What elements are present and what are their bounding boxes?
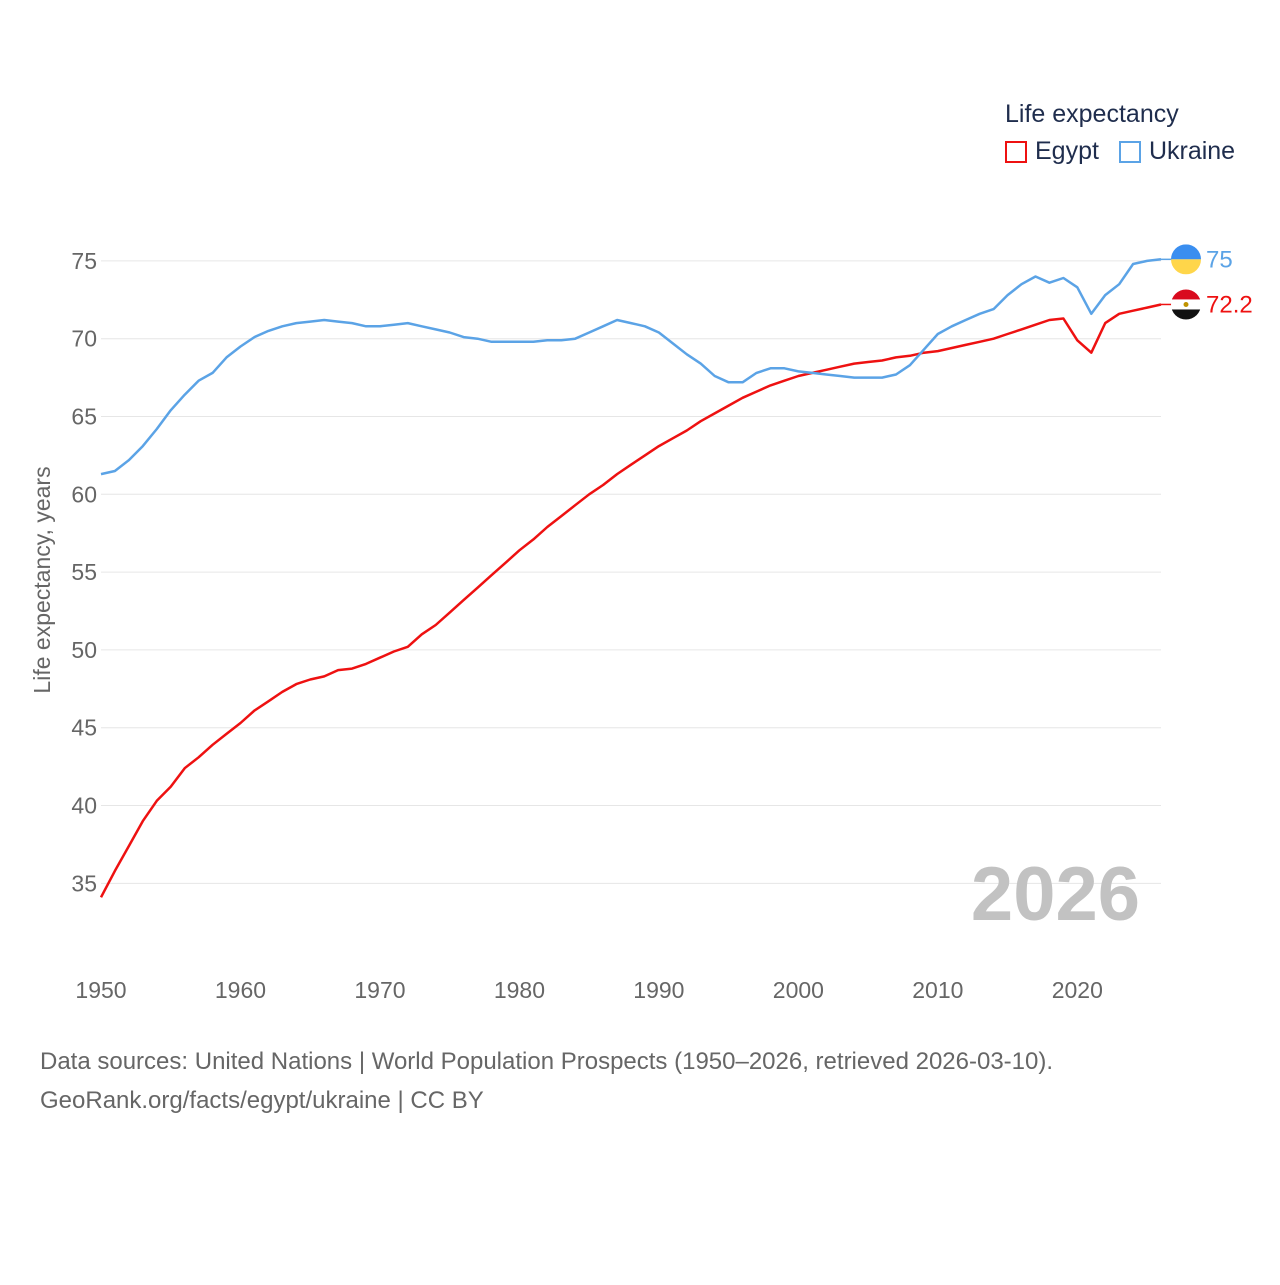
series bbox=[99, 258, 1162, 898]
end-value-label-egypt: 72.2 bbox=[1206, 291, 1253, 318]
x-tick-label: 1970 bbox=[354, 977, 405, 1003]
series-line-ukraine[interactable] bbox=[100, 258, 1162, 476]
end-value-label-ukraine: 75 bbox=[1206, 246, 1233, 273]
x-tick-label: 1950 bbox=[75, 977, 126, 1003]
current-year-watermark: 2026 bbox=[971, 852, 1140, 937]
y-tick-label: 55 bbox=[71, 559, 97, 585]
axes: 35 40 45 50 55 60 65 70 75 1950 1960 1970 1980 1990 20… bbox=[71, 248, 1102, 1003]
legend-item-egypt[interactable]: Egypt bbox=[1005, 137, 1099, 166]
y-tick-label: 75 bbox=[71, 248, 97, 274]
egypt-flag-icon bbox=[1171, 289, 1201, 320]
x-tick-label: 1980 bbox=[494, 977, 545, 1003]
y-tick-label: 50 bbox=[71, 637, 97, 663]
x-tick-label: 1990 bbox=[633, 977, 684, 1003]
legend: Life expectancy Egypt Ukraine bbox=[1005, 100, 1255, 166]
ukraine-flag-icon bbox=[1171, 244, 1201, 275]
x-tick-label: 2010 bbox=[912, 977, 963, 1003]
gridlines bbox=[101, 260, 1161, 884]
source-note: Data sources: United Nations | World Pop… bbox=[40, 1042, 1053, 1120]
legend-swatch-ukraine bbox=[1118, 140, 1141, 163]
y-tick-label: 45 bbox=[71, 715, 97, 741]
y-tick-label: 70 bbox=[71, 326, 97, 352]
y-tick-label: 35 bbox=[71, 870, 97, 896]
legend-title: Life expectancy bbox=[1005, 100, 1179, 128]
attribution-line[interactable]: GeoRank.org/facts/egypt/ukraine | CC BY bbox=[40, 1087, 484, 1114]
x-tick-label: 1960 bbox=[215, 977, 266, 1003]
legend-label-ukraine: Ukraine bbox=[1148, 137, 1236, 165]
y-tick-label: 65 bbox=[71, 404, 97, 430]
endpoints: 72.2 75 bbox=[1161, 244, 1253, 320]
series-line-egypt[interactable] bbox=[99, 303, 1162, 898]
y-tick-label: 40 bbox=[71, 793, 97, 819]
y-axis-label: Life expectancy, years bbox=[29, 466, 55, 693]
legend-item-ukraine[interactable]: Ukraine bbox=[1118, 137, 1236, 166]
y-tick-label: 60 bbox=[71, 481, 97, 507]
legend-label-egypt: Egypt bbox=[1035, 137, 1099, 165]
x-tick-label: 2000 bbox=[773, 977, 824, 1003]
source-line: Data sources: United Nations | World Pop… bbox=[40, 1048, 1054, 1075]
x-tick-label: 2020 bbox=[1052, 977, 1103, 1003]
legend-swatch-egypt bbox=[1005, 140, 1027, 163]
